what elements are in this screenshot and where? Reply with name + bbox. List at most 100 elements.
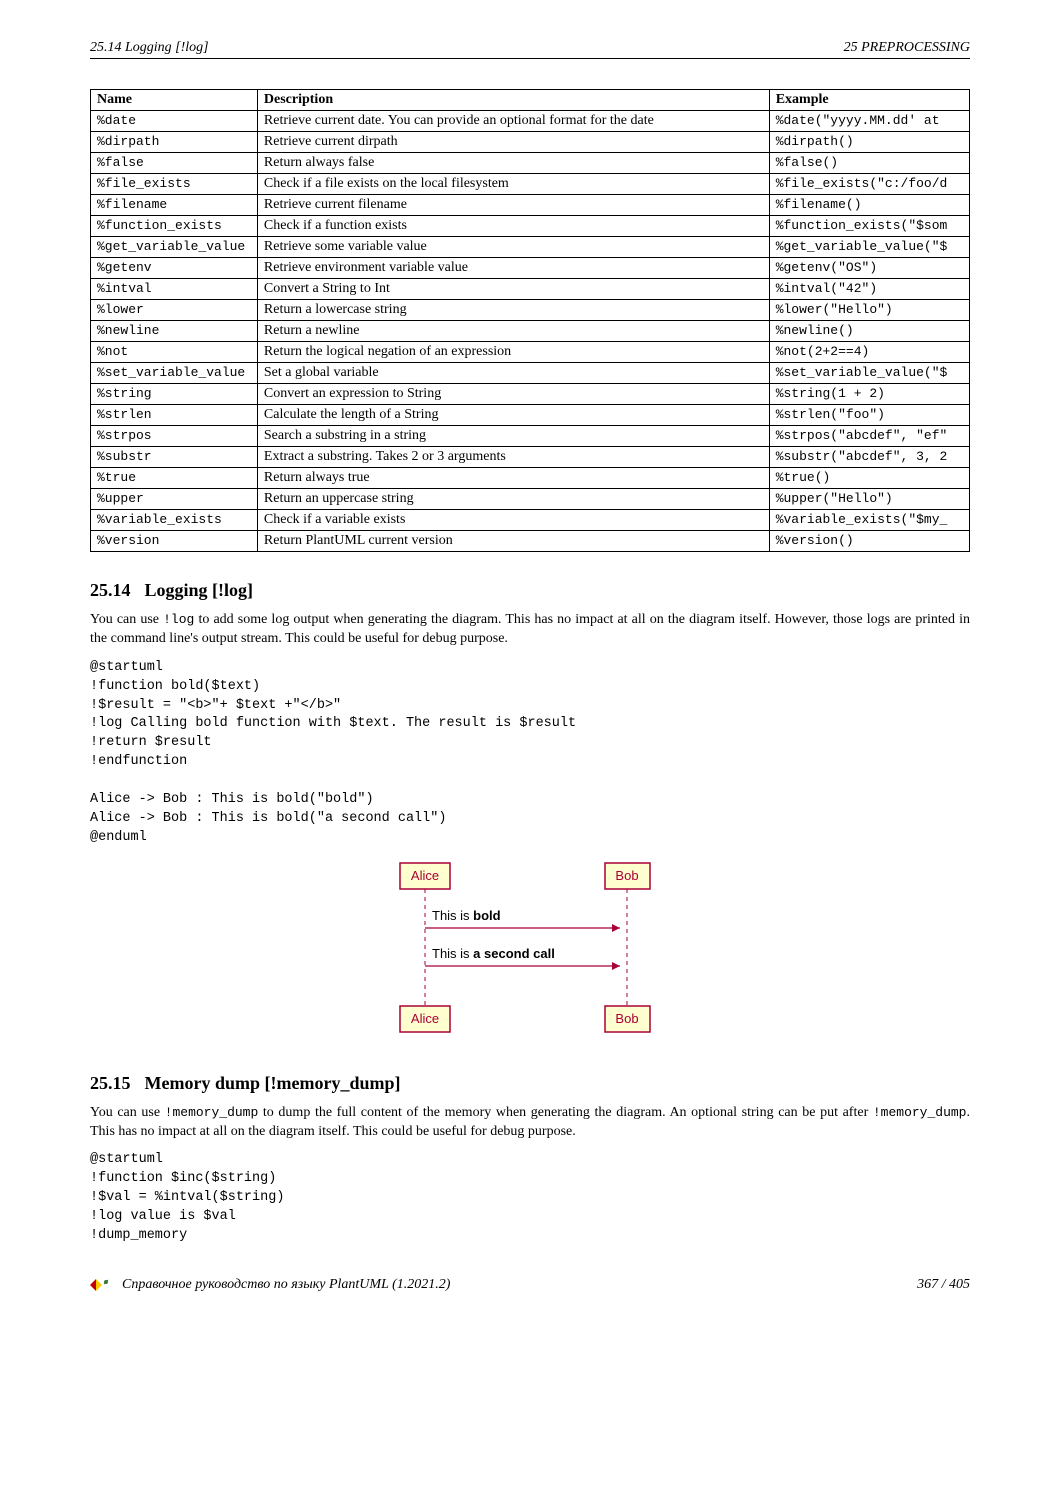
cell-example: %true() <box>769 468 969 489</box>
text: to add some log output when generating t… <box>90 612 970 646</box>
cell-name: %substr <box>91 447 258 468</box>
section-heading-memory-dump: 25.15 Memory dump [!memory_dump] <box>90 1073 970 1094</box>
section2-paragraph: You can use !memory_dump to dump the ful… <box>90 1104 970 1142</box>
cell-example: %substr("abcdef", 3, 2 <box>769 447 969 468</box>
cell-example: %upper("Hello") <box>769 489 969 510</box>
cell-example: %strlen("foo") <box>769 405 969 426</box>
cell-description: Return a newline <box>257 321 769 342</box>
cell-example: %not(2+2==4) <box>769 342 969 363</box>
cell-name: %get_variable_value <box>91 237 258 258</box>
col-header-name: Name <box>91 90 258 111</box>
cell-example: %function_exists("$som <box>769 216 969 237</box>
cell-description: Calculate the length of a String <box>257 405 769 426</box>
cell-name: %version <box>91 531 258 552</box>
footer-page: 367 / 405 <box>917 1277 970 1293</box>
cell-description: Return a lowercase string <box>257 300 769 321</box>
section-number: 25.15 <box>90 1073 131 1093</box>
table-row: %variable_existsCheck if a variable exis… <box>91 510 970 531</box>
cell-name: %false <box>91 153 258 174</box>
footer-title: Справочное руководство по языку PlantUML… <box>122 1277 450 1293</box>
section-title: Memory dump [!memory_dump] <box>145 1073 401 1093</box>
table-row: %getenvRetrieve environment variable val… <box>91 258 970 279</box>
table-row: %versionReturn PlantUML current version%… <box>91 531 970 552</box>
cell-description: Return an uppercase string <box>257 489 769 510</box>
col-header-example: Example <box>769 90 969 111</box>
cell-description: Retrieve current dirpath <box>257 132 769 153</box>
cell-description: Convert an expression to String <box>257 384 769 405</box>
participant-bob-bottom: Bob <box>615 1011 638 1026</box>
cell-description: Retrieve environment variable value <box>257 258 769 279</box>
cell-name: %lower <box>91 300 258 321</box>
cell-name: %not <box>91 342 258 363</box>
text: to dump the full content of the memory w… <box>258 1105 873 1120</box>
cell-description: Check if a file exists on the local file… <box>257 174 769 195</box>
cell-description: Retrieve current filename <box>257 195 769 216</box>
cell-description: Convert a String to Int <box>257 279 769 300</box>
cell-name: %strlen <box>91 405 258 426</box>
message-1: This is bold <box>432 908 501 923</box>
sequence-diagram: Alice Bob This is bold This is a second … <box>380 858 680 1043</box>
section-number: 25.14 <box>90 580 131 600</box>
cell-description: Return always true <box>257 468 769 489</box>
cell-name: %dirpath <box>91 132 258 153</box>
cell-description: Return PlantUML current version <box>257 531 769 552</box>
table-row: %intvalConvert a String to Int%intval("4… <box>91 279 970 300</box>
cell-example: %dirpath() <box>769 132 969 153</box>
participant-alice: Alice <box>411 868 439 883</box>
cell-example: %filename() <box>769 195 969 216</box>
cell-name: %file_exists <box>91 174 258 195</box>
cell-name: %strpos <box>91 426 258 447</box>
section1-paragraph: You can use !log to add some log output … <box>90 611 970 649</box>
cell-description: Extract a substring. Takes 2 or 3 argume… <box>257 447 769 468</box>
text: You can use <box>90 1105 165 1120</box>
cell-name: %function_exists <box>91 216 258 237</box>
table-row: %get_variable_valueRetrieve some variabl… <box>91 237 970 258</box>
code-block-1: @startuml !function bold($text) !$result… <box>90 659 970 848</box>
table-row: %notReturn the logical negation of an ex… <box>91 342 970 363</box>
cell-name: %set_variable_value <box>91 363 258 384</box>
cell-name: %variable_exists <box>91 510 258 531</box>
table-row: %filenameRetrieve current filename%filen… <box>91 195 970 216</box>
code-block-2: @startuml !function $inc($string) !$val … <box>90 1151 970 1245</box>
page: 25.14 Logging [!log] 25 PREPROCESSING Na… <box>0 0 1060 1324</box>
table-header-row: Name Description Example <box>91 90 970 111</box>
cell-example: %getenv("OS") <box>769 258 969 279</box>
table-row: %strlenCalculate the length of a String%… <box>91 405 970 426</box>
cell-description: Set a global variable <box>257 363 769 384</box>
cell-name: %getenv <box>91 258 258 279</box>
cell-example: %intval("42") <box>769 279 969 300</box>
table-row: %dateRetrieve current date. You can prov… <box>91 111 970 132</box>
participant-alice-bottom: Alice <box>411 1011 439 1026</box>
cell-example: %version() <box>769 531 969 552</box>
functions-table: Name Description Example %dateRetrieve c… <box>90 89 970 552</box>
table-row: %function_existsCheck if a function exis… <box>91 216 970 237</box>
table-row: %dirpathRetrieve current dirpath%dirpath… <box>91 132 970 153</box>
inline-code: !memory_dump <box>873 1105 967 1120</box>
cell-example: %lower("Hello") <box>769 300 969 321</box>
section-heading-logging: 25.14Logging [!log] <box>90 580 970 601</box>
cell-name: %filename <box>91 195 258 216</box>
cell-description: Return always false <box>257 153 769 174</box>
table-row: %file_existsCheck if a file exists on th… <box>91 174 970 195</box>
cell-example: %false() <box>769 153 969 174</box>
page-header: 25.14 Logging [!log] 25 PREPROCESSING <box>90 40 970 59</box>
cell-name: %string <box>91 384 258 405</box>
cell-example: %strpos("abcdef", "ef" <box>769 426 969 447</box>
inline-code: !memory_dump <box>165 1105 259 1120</box>
cell-example: %file_exists("c:/foo/d <box>769 174 969 195</box>
table-row: %upperReturn an uppercase string%upper("… <box>91 489 970 510</box>
table-row: %set_variable_valueSet a global variable… <box>91 363 970 384</box>
cell-description: Retrieve some variable value <box>257 237 769 258</box>
cell-name: %upper <box>91 489 258 510</box>
cell-description: Check if a variable exists <box>257 510 769 531</box>
cell-name: %date <box>91 111 258 132</box>
header-right: 25 PREPROCESSING <box>844 40 970 56</box>
col-header-description: Description <box>257 90 769 111</box>
cell-example: %newline() <box>769 321 969 342</box>
cell-name: %true <box>91 468 258 489</box>
cell-description: Retrieve current date. You can provide a… <box>257 111 769 132</box>
table-row: %trueReturn always true%true() <box>91 468 970 489</box>
table-row: %newlineReturn a newline%newline() <box>91 321 970 342</box>
cell-example: %date("yyyy.MM.dd' at <box>769 111 969 132</box>
inline-code: !log <box>163 612 194 627</box>
